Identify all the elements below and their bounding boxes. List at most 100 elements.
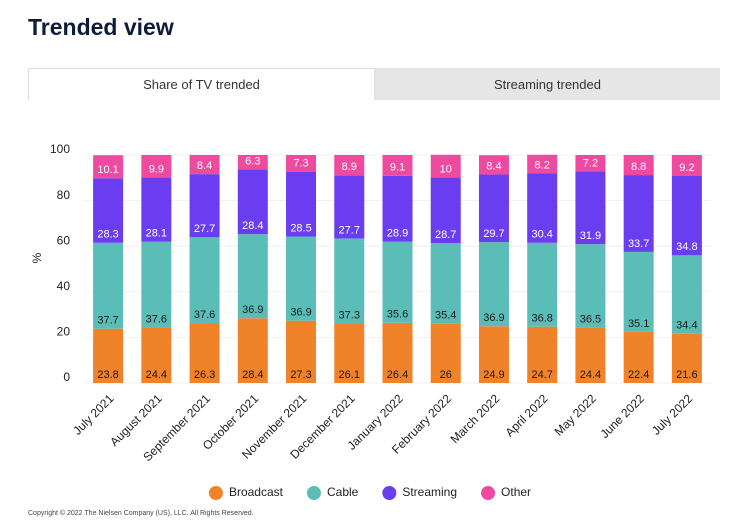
- bar-segment: [430, 154, 461, 178]
- data-label: 9.1: [390, 162, 405, 174]
- tab[interactable]: Streaming trended: [375, 68, 720, 100]
- data-label: 10.1: [97, 164, 118, 176]
- bar-segment: [141, 177, 172, 242]
- data-label: 6.3: [245, 155, 260, 167]
- data-label: 24.9: [483, 369, 504, 381]
- page-title: Trended view: [28, 14, 174, 40]
- bar-segment: [382, 322, 413, 383]
- data-label: 8.2: [535, 159, 550, 171]
- data-label: 36.9: [290, 307, 311, 319]
- y-tick-label: 100: [50, 142, 70, 156]
- x-tick-label: April 2022: [502, 391, 550, 439]
- legend-label: Other: [501, 485, 531, 499]
- tab[interactable]: Share of TV trended: [28, 68, 375, 100]
- y-tick-label: 80: [57, 188, 71, 202]
- bar-segment: [671, 255, 702, 334]
- bar-segment: [382, 155, 413, 176]
- bar-segment: [623, 331, 654, 383]
- data-label: 37.6: [146, 313, 167, 325]
- bar-segment: [334, 155, 365, 176]
- legend: Broadcast Cable Streaming Other: [208, 485, 531, 500]
- data-label: 28.4: [242, 369, 263, 381]
- copyright: Copyright © 2022 The Nielsen Company (US…: [28, 510, 254, 517]
- y-tick-label: 40: [57, 279, 71, 293]
- x-tick-label: July 2021: [70, 391, 116, 437]
- data-label: 37.6: [194, 309, 215, 321]
- data-label: 28.9: [387, 228, 408, 240]
- data-label: 35.1: [628, 318, 649, 330]
- bar-segment: [575, 171, 606, 245]
- legend-marker: [306, 486, 321, 500]
- data-label: 36.8: [531, 313, 552, 325]
- legend-label: Cable: [327, 485, 359, 499]
- bar-segment: [237, 169, 268, 235]
- bar-segment: [93, 178, 124, 243]
- bar-segment: [430, 323, 461, 383]
- data-label: 27.3: [290, 369, 311, 381]
- data-label: 28.1: [146, 228, 167, 240]
- y-tick-label: 20: [57, 325, 71, 339]
- bar-segment: [575, 327, 606, 383]
- data-label: 9.2: [679, 162, 694, 174]
- data-label: 30.4: [531, 229, 552, 241]
- bar-segment: [189, 323, 220, 383]
- data-label: 31.9: [580, 230, 601, 242]
- x-tick-label: May 2022: [552, 391, 599, 438]
- bar-segment: [671, 333, 702, 383]
- data-label: 8.4: [197, 160, 212, 172]
- bar-segment: [623, 175, 654, 252]
- bar-segment: [623, 155, 654, 176]
- bar-segment: [237, 234, 268, 319]
- data-label: 26.3: [194, 369, 215, 381]
- bar-segment: [478, 326, 509, 383]
- bar-segment: [671, 155, 702, 176]
- bar-segment: [141, 241, 172, 328]
- bar-segment: [93, 328, 124, 383]
- data-label: 36.9: [483, 312, 504, 324]
- bar-segment: [478, 155, 509, 175]
- data-label: 28.3: [97, 229, 118, 241]
- y-axis-label: %: [30, 252, 44, 263]
- bar-segment: [623, 251, 654, 332]
- data-label: 34.4: [676, 320, 697, 332]
- bar-segment: [334, 323, 365, 383]
- data-label: 8.8: [631, 161, 646, 173]
- data-label: 9.9: [149, 163, 164, 175]
- legend-label: Streaming: [402, 485, 457, 499]
- bar-segment: [575, 244, 606, 328]
- bar-segment: [527, 326, 558, 383]
- bar-segment: [382, 175, 413, 242]
- bar-segment: [286, 171, 317, 237]
- bar-segment: [189, 155, 220, 175]
- legend-marker: [208, 486, 223, 500]
- y-tick-label: 0: [63, 370, 70, 384]
- data-label: 26.1: [339, 369, 360, 381]
- bar-segment: [286, 320, 317, 383]
- data-label: 24.4: [146, 369, 167, 381]
- bar-segment: [334, 238, 365, 324]
- data-label: 27.7: [339, 224, 360, 236]
- legend-marker: [481, 486, 496, 500]
- data-label: 8.4: [486, 160, 501, 172]
- bar-segment: [478, 242, 509, 327]
- data-label: 7.2: [583, 157, 598, 169]
- data-label: 36.9: [242, 304, 263, 316]
- x-tick-label: June 2022: [597, 391, 647, 441]
- data-label: 28.7: [435, 229, 456, 241]
- bar-segment: [286, 155, 317, 172]
- data-label: 36.5: [580, 313, 601, 325]
- bar-segment: [430, 177, 461, 244]
- data-label: 21.6: [676, 369, 697, 381]
- y-tick-label: 60: [57, 233, 71, 247]
- data-label: 34.8: [676, 241, 697, 253]
- data-label: 29.7: [483, 228, 504, 240]
- data-label: 37.3: [339, 309, 360, 321]
- tab-bar: Share of TV trended Streaming trended: [28, 68, 720, 100]
- legend-label: Broadcast: [229, 485, 284, 499]
- data-label: 33.7: [628, 238, 649, 250]
- bar-segment: [141, 327, 172, 383]
- bar-segment: [478, 174, 509, 243]
- bar-segment: [189, 174, 220, 238]
- bar-segment: [286, 236, 317, 321]
